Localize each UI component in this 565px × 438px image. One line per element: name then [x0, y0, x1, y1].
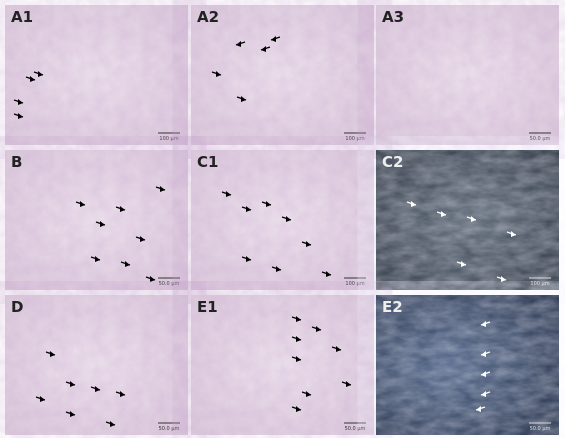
tissue-texture: [5, 5, 188, 145]
panel: E1 50.0 µm: [191, 295, 374, 435]
arrow-head: [241, 96, 246, 102]
scale-label: 100 µm: [530, 281, 549, 287]
arrow-head: [276, 266, 281, 272]
arrow-head: [481, 371, 486, 377]
panel-label: E1: [197, 298, 218, 316]
arrow-head: [18, 113, 23, 119]
panel: D 50.0 µm: [5, 295, 188, 435]
arrow-head: [120, 206, 125, 212]
arrow-head: [160, 186, 165, 192]
arrow-head: [40, 396, 45, 402]
panel: E2 50.0 µm: [376, 295, 559, 435]
tissue-texture: [376, 295, 559, 435]
arrow-head: [216, 71, 221, 77]
tissue-texture: [191, 295, 374, 435]
scale-label: 100 µm: [159, 136, 178, 142]
arrow-head: [70, 411, 75, 417]
panel-label: C1: [197, 153, 218, 171]
panel: C2 100 µm: [376, 150, 559, 290]
arrow-head: [18, 99, 23, 105]
arrow-head: [501, 276, 506, 282]
arrow-head: [125, 261, 130, 267]
arrow-head: [226, 191, 231, 197]
arrow-head: [150, 276, 155, 282]
arrow-head: [95, 386, 100, 392]
arrow-head: [246, 256, 251, 262]
scale-label: 50.0 µm: [530, 136, 551, 142]
scale-label: 50.0 µm: [159, 281, 180, 287]
arrow-head: [306, 391, 311, 397]
arrow-head: [326, 271, 331, 277]
scale-label: 50.0 µm: [530, 426, 551, 432]
arrow-head: [246, 206, 251, 212]
arrow-head: [476, 406, 481, 412]
arrow-head: [441, 211, 446, 217]
panel-label: A3: [382, 8, 404, 26]
tissue-texture: [191, 5, 374, 145]
panel: A3 50.0 µm: [376, 5, 559, 145]
scale-label: 50.0 µm: [159, 426, 180, 432]
panel-label: A1: [11, 8, 33, 26]
arrow-head: [261, 46, 266, 52]
scale-label: 100 µm: [345, 136, 364, 142]
arrow-head: [95, 256, 100, 262]
arrow-head: [30, 76, 35, 82]
arrow-head: [286, 216, 291, 222]
arrow-head: [316, 326, 321, 332]
scale-label: 100 µm: [345, 281, 364, 287]
arrow-head: [481, 391, 486, 397]
tissue-texture: [376, 150, 559, 290]
arrow-head: [296, 356, 301, 362]
panel-grid: A1 100 µm A2 100 µm A3 50.0 µm B 50.0 µm C1 100 µ…: [5, 5, 559, 435]
panel-label: C2: [382, 153, 403, 171]
tissue-texture: [5, 150, 188, 290]
tissue-texture: [5, 295, 188, 435]
arrow-head: [296, 406, 301, 412]
arrow-head: [120, 391, 125, 397]
arrow-head: [266, 201, 271, 207]
arrow-head: [296, 336, 301, 342]
arrow-head: [346, 381, 351, 387]
arrow-head: [481, 321, 486, 327]
arrow-head: [38, 71, 43, 77]
arrow-head: [461, 261, 466, 267]
arrow-head: [100, 221, 105, 227]
arrow-head: [471, 216, 476, 222]
tissue-texture: [376, 5, 559, 145]
arrow-head: [70, 381, 75, 387]
arrow-head: [140, 236, 145, 242]
arrow-head: [481, 351, 486, 357]
arrow-head: [110, 421, 115, 427]
panel: B 50.0 µm: [5, 150, 188, 290]
panel: C1 100 µm: [191, 150, 374, 290]
arrow-head: [336, 346, 341, 352]
arrow-head: [511, 231, 516, 237]
arrow-head: [80, 201, 85, 207]
arrow-head: [411, 201, 416, 207]
arrow-head: [50, 351, 55, 357]
panel: A1 100 µm: [5, 5, 188, 145]
scale-label: 50.0 µm: [345, 426, 366, 432]
tissue-texture: [191, 150, 374, 290]
arrow-head: [306, 241, 311, 247]
arrow-head: [236, 41, 241, 47]
panel: A2 100 µm: [191, 5, 374, 145]
panel-label: D: [11, 298, 23, 316]
panel-label: A2: [197, 8, 219, 26]
arrow-head: [271, 36, 276, 42]
panel-label: B: [11, 153, 22, 171]
panel-label: E2: [382, 298, 403, 316]
arrow-head: [296, 316, 301, 322]
